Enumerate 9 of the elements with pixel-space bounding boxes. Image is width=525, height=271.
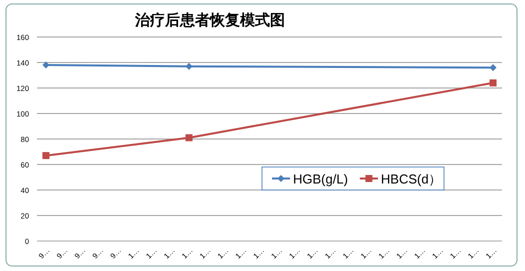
point: [490, 79, 497, 86]
chart-title: 治疗后患者恢复模式图: [134, 12, 285, 29]
point: [42, 152, 50, 160]
point: [186, 62, 193, 70]
legend-label: HBCS(d）: [380, 172, 442, 186]
point: [490, 64, 497, 72]
point: [42, 62, 50, 69]
point: [186, 134, 193, 142]
legend-label: HGB(g/L): [293, 172, 348, 186]
